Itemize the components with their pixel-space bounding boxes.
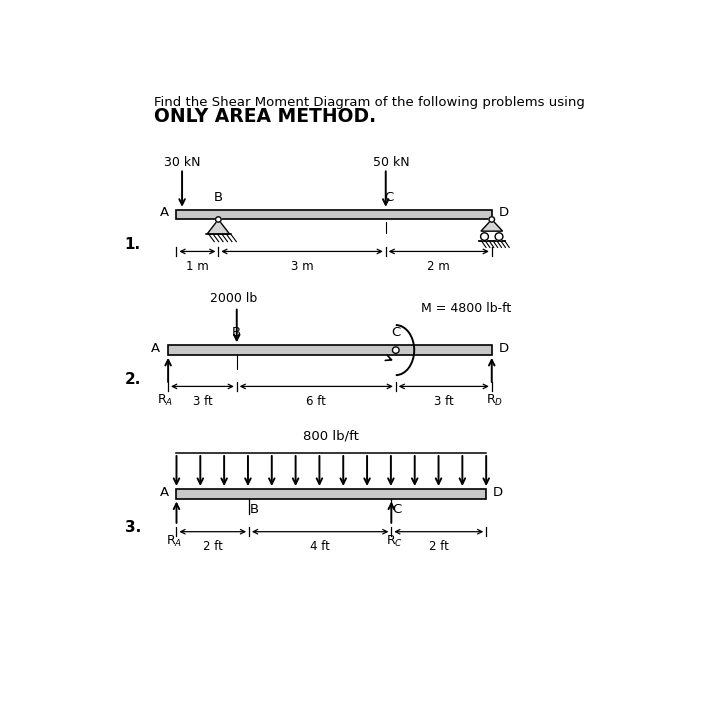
Text: Find the Shear Moment Diagram of the following problems using: Find the Shear Moment Diagram of the fol… xyxy=(154,96,585,109)
Text: A: A xyxy=(160,206,168,220)
Text: 3 ft: 3 ft xyxy=(434,395,454,408)
Text: 2 ft: 2 ft xyxy=(203,541,222,553)
Circle shape xyxy=(495,233,503,240)
Circle shape xyxy=(489,217,495,222)
Text: 30 kN: 30 kN xyxy=(164,156,200,168)
Circle shape xyxy=(392,347,399,353)
Bar xyxy=(176,489,486,498)
Text: 4 ft: 4 ft xyxy=(310,541,330,553)
Text: 2 m: 2 m xyxy=(428,260,450,273)
Text: R$_A$: R$_A$ xyxy=(157,393,174,408)
Bar xyxy=(176,210,492,220)
Text: 800 lb/ft: 800 lb/ft xyxy=(303,429,359,442)
Text: 2000 lb: 2000 lb xyxy=(210,292,258,305)
Text: B: B xyxy=(250,503,259,516)
Text: 2 ft: 2 ft xyxy=(429,541,449,553)
Text: B: B xyxy=(214,191,223,203)
Text: 1 m: 1 m xyxy=(186,260,209,273)
Text: R$_A$: R$_A$ xyxy=(166,534,181,549)
Polygon shape xyxy=(481,220,503,231)
Text: A: A xyxy=(160,486,168,498)
Text: 2.: 2. xyxy=(125,372,141,387)
Text: B: B xyxy=(232,326,241,339)
Text: 50 kN: 50 kN xyxy=(373,156,410,168)
Text: A: A xyxy=(151,342,161,355)
Text: 3 ft: 3 ft xyxy=(192,395,212,408)
Text: 6 ft: 6 ft xyxy=(306,395,326,408)
Text: 1.: 1. xyxy=(125,237,140,252)
Text: R$_D$: R$_D$ xyxy=(486,393,503,408)
Circle shape xyxy=(215,217,221,222)
Text: C: C xyxy=(391,326,400,339)
Text: C: C xyxy=(384,191,393,203)
Text: C: C xyxy=(392,503,402,516)
Bar xyxy=(168,345,492,355)
Text: ONLY AREA METHOD.: ONLY AREA METHOD. xyxy=(154,107,377,126)
Text: R$_C$: R$_C$ xyxy=(386,534,402,549)
Text: M = 4800 lb-ft: M = 4800 lb-ft xyxy=(421,302,511,315)
Text: D: D xyxy=(498,342,508,355)
Text: 3 m: 3 m xyxy=(291,260,313,273)
Text: 3.: 3. xyxy=(125,520,141,536)
Circle shape xyxy=(481,233,488,240)
Text: D: D xyxy=(498,206,508,220)
Polygon shape xyxy=(207,220,230,234)
Text: D: D xyxy=(493,486,503,498)
